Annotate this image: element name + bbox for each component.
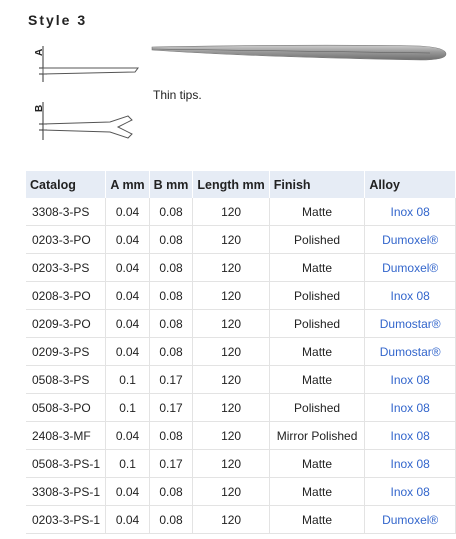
header-length-mm: Length mm bbox=[192, 171, 270, 198]
cell-catalog: 0203-3-PO bbox=[26, 225, 107, 254]
tip-profile-b-diagram: B bbox=[34, 102, 133, 140]
table-row: 0208-3-PO 0.04 0.08 120 Polished Inox 08 bbox=[26, 281, 456, 310]
cell-length-mm: 120 bbox=[192, 309, 270, 338]
diagram-label-b: B bbox=[34, 105, 45, 112]
cell-catalog: 0209-3-PS bbox=[26, 337, 107, 366]
cell-finish: Mirror Polished bbox=[269, 421, 366, 450]
products-table: Catalog A mm B mm Length mm Finish Alloy… bbox=[26, 171, 456, 534]
cell-length-mm: 120 bbox=[192, 393, 270, 422]
cell-a-mm: 0.04 bbox=[105, 253, 150, 282]
cell-finish: Matte bbox=[269, 253, 366, 282]
cell-catalog: 0208-3-PO bbox=[26, 281, 107, 310]
table-row: 0209-3-PS 0.04 0.08 120 Matte Dumostar® bbox=[26, 337, 456, 366]
cell-alloy[interactable]: Dumoxel® bbox=[364, 505, 456, 534]
cell-b-mm: 0.08 bbox=[149, 505, 194, 534]
cell-catalog: 0508-3-PS bbox=[26, 365, 107, 394]
cell-a-mm: 0.04 bbox=[105, 505, 150, 534]
cell-a-mm: 0.04 bbox=[105, 309, 150, 338]
cell-finish: Matte bbox=[269, 449, 366, 478]
cell-b-mm: 0.08 bbox=[149, 253, 194, 282]
cell-alloy[interactable]: Dumoxel® bbox=[364, 253, 456, 282]
cell-finish: Matte bbox=[269, 198, 366, 226]
cell-a-mm: 0.04 bbox=[105, 337, 150, 366]
header-finish: Finish bbox=[269, 171, 366, 198]
table-row: 2408-3-MF 0.04 0.08 120 Mirror Polished Inox … bbox=[26, 421, 456, 450]
cell-a-mm: 0.1 bbox=[105, 365, 150, 394]
cell-a-mm: 0.04 bbox=[105, 477, 150, 506]
cell-length-mm: 120 bbox=[192, 449, 270, 478]
table-row: 0508-3-PO 0.1 0.17 120 Polished Inox 08 bbox=[26, 393, 456, 422]
cell-b-mm: 0.08 bbox=[149, 225, 194, 254]
table-row: 3308-3-PS 0.04 0.08 120 Matte Inox 08 bbox=[26, 198, 456, 226]
cell-alloy[interactable]: Inox 08 bbox=[364, 449, 456, 478]
table-header-row: Catalog A mm B mm Length mm Finish Alloy bbox=[26, 171, 456, 198]
cell-length-mm: 120 bbox=[192, 225, 270, 254]
cell-b-mm: 0.17 bbox=[149, 449, 194, 478]
tip-profile-a-diagram: A bbox=[34, 46, 139, 82]
cell-finish: Polished bbox=[269, 393, 366, 422]
caption: Thin tips. bbox=[153, 88, 202, 102]
cell-b-mm: 0.08 bbox=[149, 421, 194, 450]
cell-length-mm: 120 bbox=[192, 198, 270, 226]
cell-catalog: 0508-3-PO bbox=[26, 393, 107, 422]
cell-alloy[interactable]: Inox 08 bbox=[364, 477, 456, 506]
cell-b-mm: 0.17 bbox=[149, 393, 194, 422]
table-row: 3308-3-PS-1 0.04 0.08 120 Matte Inox 08 bbox=[26, 477, 456, 506]
cell-length-mm: 120 bbox=[192, 281, 270, 310]
cell-finish: Polished bbox=[269, 225, 366, 254]
cell-alloy[interactable]: Inox 08 bbox=[364, 198, 456, 226]
header-catalog: Catalog bbox=[26, 171, 107, 198]
table-row: 0203-3-PS 0.04 0.08 120 Matte Dumoxel® bbox=[26, 253, 456, 282]
cell-a-mm: 0.04 bbox=[105, 198, 150, 226]
cell-a-mm: 0.1 bbox=[105, 449, 150, 478]
cell-length-mm: 120 bbox=[192, 337, 270, 366]
cell-catalog: 3308-3-PS-1 bbox=[26, 477, 107, 506]
cell-a-mm: 0.1 bbox=[105, 393, 150, 422]
cell-b-mm: 0.08 bbox=[149, 337, 194, 366]
cell-alloy[interactable]: Inox 08 bbox=[364, 393, 456, 422]
cell-alloy[interactable]: Inox 08 bbox=[364, 421, 456, 450]
cell-catalog: 2408-3-MF bbox=[26, 421, 107, 450]
cell-finish: Polished bbox=[269, 281, 366, 310]
cell-catalog: 0209-3-PO bbox=[26, 309, 107, 338]
cell-finish: Matte bbox=[269, 477, 366, 506]
cell-length-mm: 120 bbox=[192, 253, 270, 282]
table-row: 0508-3-PS-1 0.1 0.17 120 Matte Inox 08 bbox=[26, 449, 456, 478]
cell-a-mm: 0.04 bbox=[105, 421, 150, 450]
tweezer-image bbox=[151, 44, 447, 61]
table-row: 0203-3-PO 0.04 0.08 120 Polished Dumoxel® bbox=[26, 225, 456, 254]
cell-alloy[interactable]: Dumoxel® bbox=[364, 225, 456, 254]
cell-a-mm: 0.04 bbox=[105, 281, 150, 310]
table-row: 0508-3-PS 0.1 0.17 120 Matte Inox 08 bbox=[26, 365, 456, 394]
cell-catalog: 3308-3-PS bbox=[26, 198, 107, 226]
cell-catalog: 0203-3-PS-1 bbox=[26, 505, 107, 534]
cell-alloy[interactable]: Dumostar® bbox=[364, 337, 456, 366]
cell-finish: Matte bbox=[269, 365, 366, 394]
cell-a-mm: 0.04 bbox=[105, 225, 150, 254]
cell-b-mm: 0.08 bbox=[149, 198, 194, 226]
diagram-label-a: A bbox=[34, 49, 45, 56]
cell-catalog: 0508-3-PS-1 bbox=[26, 449, 107, 478]
table-row: 0209-3-PO 0.04 0.08 120 Polished Dumostar® bbox=[26, 309, 456, 338]
table-row: 0203-3-PS-1 0.04 0.08 120 Matte Dumoxel® bbox=[26, 505, 456, 534]
header-b-mm: B mm bbox=[149, 171, 194, 198]
cell-alloy[interactable]: Dumostar® bbox=[364, 309, 456, 338]
cell-b-mm: 0.17 bbox=[149, 365, 194, 394]
cell-length-mm: 120 bbox=[192, 505, 270, 534]
cell-b-mm: 0.08 bbox=[149, 477, 194, 506]
cell-b-mm: 0.08 bbox=[149, 309, 194, 338]
cell-finish: Matte bbox=[269, 505, 366, 534]
cell-length-mm: 120 bbox=[192, 365, 270, 394]
cell-b-mm: 0.08 bbox=[149, 281, 194, 310]
cell-length-mm: 120 bbox=[192, 477, 270, 506]
cell-catalog: 0203-3-PS bbox=[26, 253, 107, 282]
cell-finish: Matte bbox=[269, 337, 366, 366]
style-heading: Style 3 bbox=[28, 12, 88, 28]
cell-alloy[interactable]: Inox 08 bbox=[364, 281, 456, 310]
cell-length-mm: 120 bbox=[192, 421, 270, 450]
cell-alloy[interactable]: Inox 08 bbox=[364, 365, 456, 394]
header-a-mm: A mm bbox=[105, 171, 150, 198]
header-alloy: Alloy bbox=[364, 171, 456, 198]
cell-finish: Polished bbox=[269, 309, 366, 338]
